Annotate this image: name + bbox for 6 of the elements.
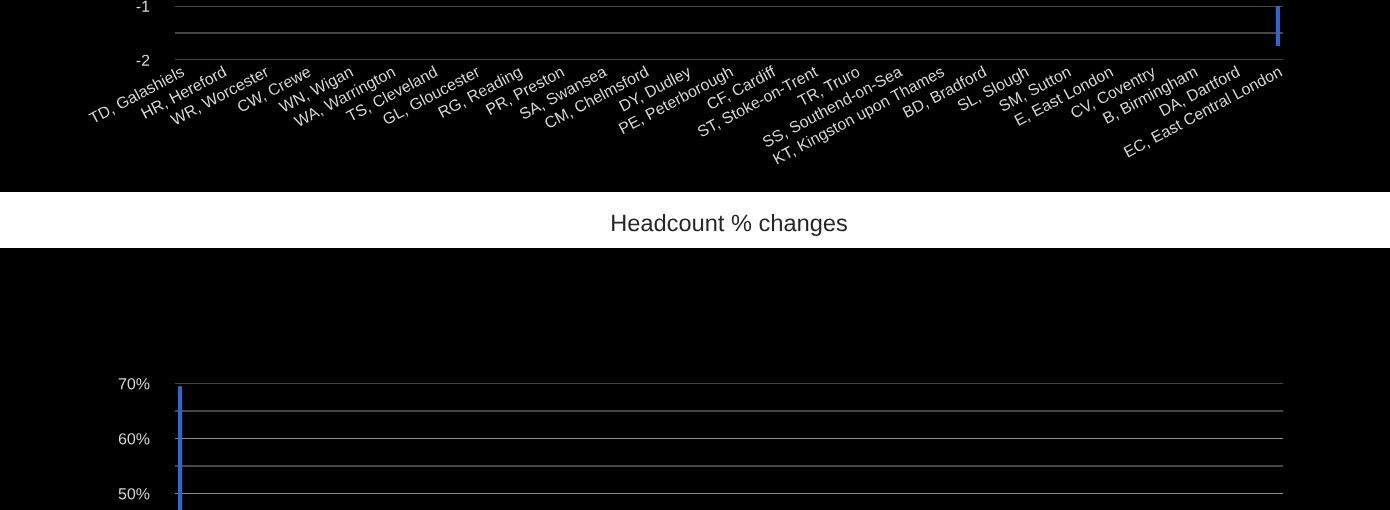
- y-tick-label: -1: [136, 0, 150, 12]
- y-tick-label: 70%: [118, 378, 150, 390]
- y-tick-label: 60%: [118, 433, 150, 445]
- chart-title: Headcount % changes: [612, 213, 847, 236]
- y-tick-label: -2: [136, 54, 150, 66]
- y-tick-label: 50%: [118, 488, 150, 500]
